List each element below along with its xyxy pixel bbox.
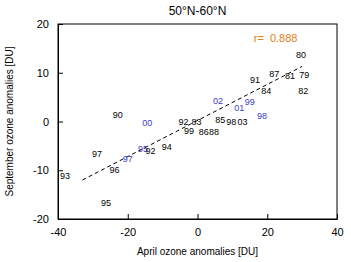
chart: -40-2002040-20-100102050°N-60°NApril ozo… bbox=[0, 0, 351, 262]
point: 92 bbox=[145, 146, 155, 156]
tick: 0 bbox=[43, 116, 63, 128]
tick-mark bbox=[337, 214, 338, 219]
point: 84 bbox=[261, 86, 271, 96]
tick-mark bbox=[198, 214, 199, 219]
point: 94 bbox=[162, 142, 172, 152]
point: 99 bbox=[245, 97, 255, 107]
tick-label: -10 bbox=[33, 164, 49, 176]
point: 02 bbox=[213, 96, 223, 106]
point: 87 bbox=[269, 69, 279, 79]
point: 98 bbox=[257, 111, 267, 121]
tick-mark bbox=[58, 219, 63, 220]
tick-mark bbox=[267, 214, 268, 219]
point: 01 bbox=[234, 103, 244, 113]
point: 90 bbox=[113, 110, 123, 120]
points: 8087817991848202019990009283859886889903… bbox=[60, 50, 309, 208]
point: 00 bbox=[142, 118, 152, 128]
tick-label: 0 bbox=[43, 116, 49, 128]
tick-label: -20 bbox=[33, 213, 49, 225]
point: 98 bbox=[226, 117, 236, 127]
tick-mark bbox=[58, 122, 63, 123]
point: 79 bbox=[299, 70, 309, 80]
tick-mark bbox=[128, 214, 129, 219]
plot-frame bbox=[58, 24, 337, 219]
x-axis-title: April ozone anomalies [DU] bbox=[137, 246, 258, 257]
point: 80 bbox=[296, 50, 306, 60]
y-axis-title: September ozone anomalies [DU] bbox=[4, 46, 15, 196]
tick: 40 bbox=[331, 214, 343, 238]
fit-line bbox=[82, 66, 302, 180]
point: 88 bbox=[209, 127, 219, 137]
y-axis: -20 -10 0 10 20 bbox=[33, 18, 63, 225]
point: 03 bbox=[237, 117, 247, 127]
point: 97 bbox=[123, 154, 133, 164]
tick-mark bbox=[58, 73, 63, 74]
title: 50°N-60°N bbox=[169, 4, 227, 18]
tick: -10 bbox=[33, 164, 63, 176]
tick: 20 bbox=[262, 214, 274, 238]
tick-label: 10 bbox=[37, 67, 49, 79]
tick: 20 bbox=[37, 18, 63, 30]
tick: 10 bbox=[37, 67, 63, 79]
point: 95 bbox=[101, 198, 111, 208]
tick: -20 bbox=[33, 213, 63, 225]
tick-label: 20 bbox=[262, 226, 274, 238]
tick-label: 40 bbox=[331, 226, 343, 238]
point: 82 bbox=[298, 86, 308, 96]
point: 93 bbox=[60, 171, 70, 181]
axis-line bbox=[59, 219, 338, 220]
point: 81 bbox=[285, 71, 295, 81]
tick-label: 0 bbox=[195, 226, 201, 238]
tick-mark bbox=[58, 24, 63, 25]
tick-label: -40 bbox=[51, 226, 67, 238]
annotation: r= 0.888 bbox=[254, 32, 298, 44]
tick: -20 bbox=[120, 214, 136, 238]
point: 99 bbox=[184, 126, 194, 136]
tick: 0 bbox=[195, 214, 201, 238]
point: 85 bbox=[215, 115, 225, 125]
point: 91 bbox=[250, 75, 260, 85]
plot-area: 8087817991848202019990009283859886889903… bbox=[60, 50, 309, 208]
point: 97 bbox=[92, 149, 102, 159]
tick-label: 20 bbox=[37, 18, 49, 30]
tick-label: -20 bbox=[120, 226, 136, 238]
point: 86 bbox=[199, 127, 209, 137]
point: 96 bbox=[109, 165, 119, 175]
x-axis: -40 -20 0 20 40 bbox=[51, 214, 344, 238]
